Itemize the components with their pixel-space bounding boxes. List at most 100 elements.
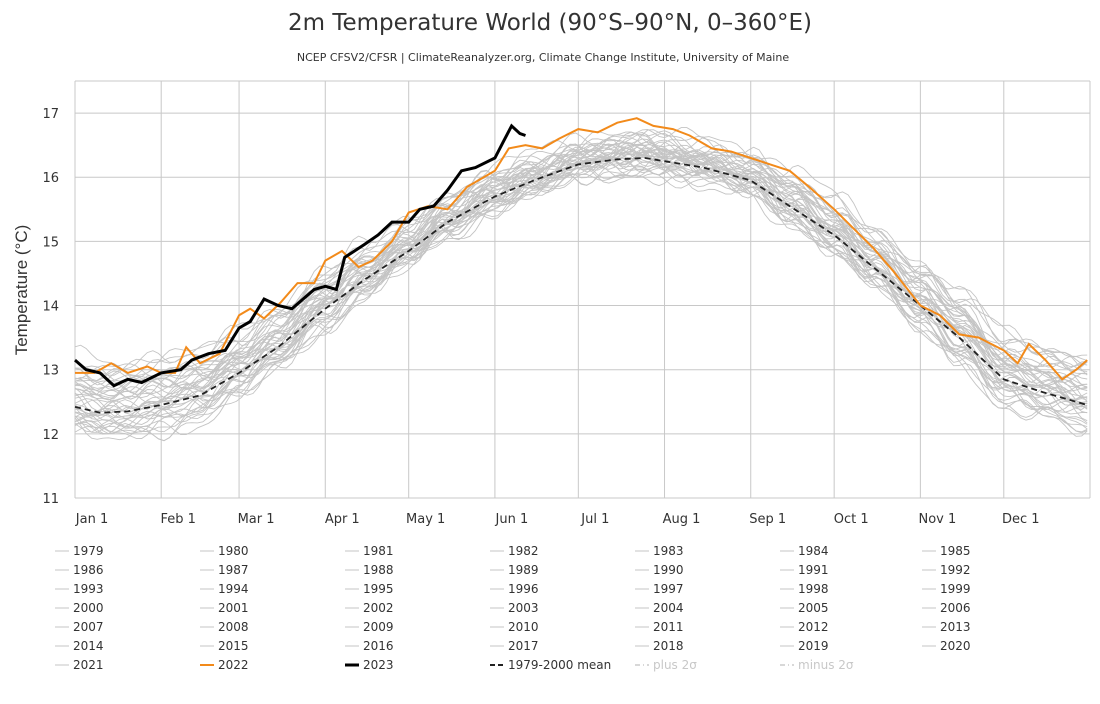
legend-item-2019[interactable]: 2019 [780, 639, 829, 653]
year-line-1986 [74, 159, 1088, 439]
legend-label: 2000 [73, 601, 104, 615]
legend-label: 2014 [73, 639, 104, 653]
legend-item-1982[interactable]: 1982 [490, 544, 539, 558]
legend-item-2003[interactable]: 2003 [490, 601, 539, 615]
legend-item-2009[interactable]: 2009 [345, 620, 394, 634]
legend-item-1981[interactable]: 1981 [345, 544, 394, 558]
legend-label: 2003 [508, 601, 539, 615]
legend-label: 1989 [508, 563, 539, 577]
legend-item-2023[interactable]: 2023 [345, 658, 394, 672]
legend-item-2011[interactable]: 2011 [635, 620, 684, 634]
legend-item-1993[interactable]: 1993 [55, 582, 104, 596]
legend-item-2014[interactable]: 2014 [55, 639, 104, 653]
year-line-2005 [74, 142, 1088, 400]
legend-item-1985[interactable]: 1985 [922, 544, 971, 558]
legend-item-1999[interactable]: 1999 [922, 582, 971, 596]
legend-item-1983[interactable]: 1983 [635, 544, 684, 558]
year-line-1990 [74, 150, 1088, 422]
legend-item-1979-2000-mean[interactable]: 1979-2000 mean [490, 658, 611, 672]
legend-label: 1993 [73, 582, 104, 596]
legend-item-2021[interactable]: 2021 [55, 658, 104, 672]
legend-item-2010[interactable]: 2010 [490, 620, 539, 634]
x-tick-label: Apr 1 [325, 512, 360, 527]
legend-item-minus-2-[interactable]: minus 2σ [780, 658, 854, 672]
legend-item-2007[interactable]: 2007 [55, 620, 104, 634]
legend-item-1986[interactable]: 1986 [55, 563, 104, 577]
line-2022 [75, 117, 1088, 381]
legend-item-1988[interactable]: 1988 [345, 563, 394, 577]
legend-item-2004[interactable]: 2004 [635, 601, 684, 615]
legend-item-1984[interactable]: 1984 [780, 544, 829, 558]
legend-item-2013[interactable]: 2013 [922, 620, 971, 634]
legend-label: 1979-2000 mean [508, 658, 611, 672]
year-line-1992 [74, 159, 1088, 436]
legend-label: 2020 [940, 639, 971, 653]
legend-item-2005[interactable]: 2005 [780, 601, 829, 615]
x-tick-label: Jul 1 [580, 512, 609, 527]
legend-item-2000[interactable]: 2000 [55, 601, 104, 615]
highlight-lines [74, 117, 1088, 414]
legend-item-2020[interactable]: 2020 [922, 639, 971, 653]
x-tick-label: Oct 1 [834, 512, 869, 527]
legend-label: 1991 [798, 563, 829, 577]
legend-label: 2011 [653, 620, 684, 634]
year-line-1999 [74, 152, 1088, 417]
line-2023 [74, 123, 526, 388]
year-line-1993 [74, 164, 1088, 442]
legend-item-2008[interactable]: 2008 [200, 620, 249, 634]
legend-label: 2017 [508, 639, 539, 653]
legend-item-1989[interactable]: 1989 [490, 563, 539, 577]
legend-label: plus 2σ [653, 658, 697, 672]
x-tick-label: Dec 1 [1002, 512, 1040, 527]
legend-item-1991[interactable]: 1991 [780, 563, 829, 577]
x-axis-ticks: Jan 1 Feb 1 Mar 1 Apr 1 May 1 Jun 1 Jul 1 Aug 1… [75, 512, 1040, 527]
legend-item-2001[interactable]: 2001 [200, 601, 249, 615]
legend-label: 2019 [798, 639, 829, 653]
legend-label: 1996 [508, 582, 539, 596]
legend-item-2022[interactable]: 2022 [200, 658, 249, 672]
x-tick-label: Nov 1 [918, 512, 956, 527]
legend-item-1995[interactable]: 1995 [345, 582, 394, 596]
legend-item-1979[interactable]: 1979 [55, 544, 104, 558]
legend-item-1998[interactable]: 1998 [780, 582, 829, 596]
legend-label: 1983 [653, 544, 684, 558]
legend-item-2002[interactable]: 2002 [345, 601, 394, 615]
legend-label: 2013 [940, 620, 971, 634]
legend-item-1992[interactable]: 1992 [922, 563, 971, 577]
legend-item-1987[interactable]: 1987 [200, 563, 249, 577]
legend-label: 1998 [798, 582, 829, 596]
legend-item-2018[interactable]: 2018 [635, 639, 684, 653]
x-tick-label: Feb 1 [160, 512, 195, 527]
legend-label: 1981 [363, 544, 394, 558]
legend-label: 2018 [653, 639, 684, 653]
legend-item-2017[interactable]: 2017 [490, 639, 539, 653]
legend-label: 1988 [363, 563, 394, 577]
legend-item-2016[interactable]: 2016 [345, 639, 394, 653]
legend-item-2006[interactable]: 2006 [922, 601, 971, 615]
legend-label: 2002 [363, 601, 394, 615]
legend-label: 2023 [363, 658, 394, 672]
legend-item-1994[interactable]: 1994 [200, 582, 249, 596]
legend-label: 2006 [940, 601, 971, 615]
legend-item-2012[interactable]: 2012 [780, 620, 829, 634]
y-axis-ticks: 11 12 13 14 15 16 17 [42, 107, 59, 507]
legend-item-1996[interactable]: 1996 [490, 582, 539, 596]
legend-item-1997[interactable]: 1997 [635, 582, 684, 596]
legend-label: 1980 [218, 544, 249, 558]
legend-label: 2005 [798, 601, 829, 615]
legend[interactable]: 1979 1980 1981 1982 1983 1984 1985 1986 1987 1988… [55, 544, 971, 672]
legend-label: 1995 [363, 582, 394, 596]
x-tick-label: May 1 [406, 512, 445, 527]
legend-item-1990[interactable]: 1990 [635, 563, 684, 577]
legend-label: 1984 [798, 544, 829, 558]
legend-item-plus-2-[interactable]: plus 2σ [635, 658, 697, 672]
y-tick-label: 14 [42, 300, 59, 315]
x-tick-label: Sep 1 [749, 512, 786, 527]
chart-subtitle: NCEP CFSV2/CFSR | ClimateReanalyzer.org,… [297, 51, 789, 64]
legend-item-1980[interactable]: 1980 [200, 544, 249, 558]
legend-label: 1990 [653, 563, 684, 577]
legend-label: 1997 [653, 582, 684, 596]
legend-item-2015[interactable]: 2015 [200, 639, 249, 653]
legend-label: 2001 [218, 601, 249, 615]
